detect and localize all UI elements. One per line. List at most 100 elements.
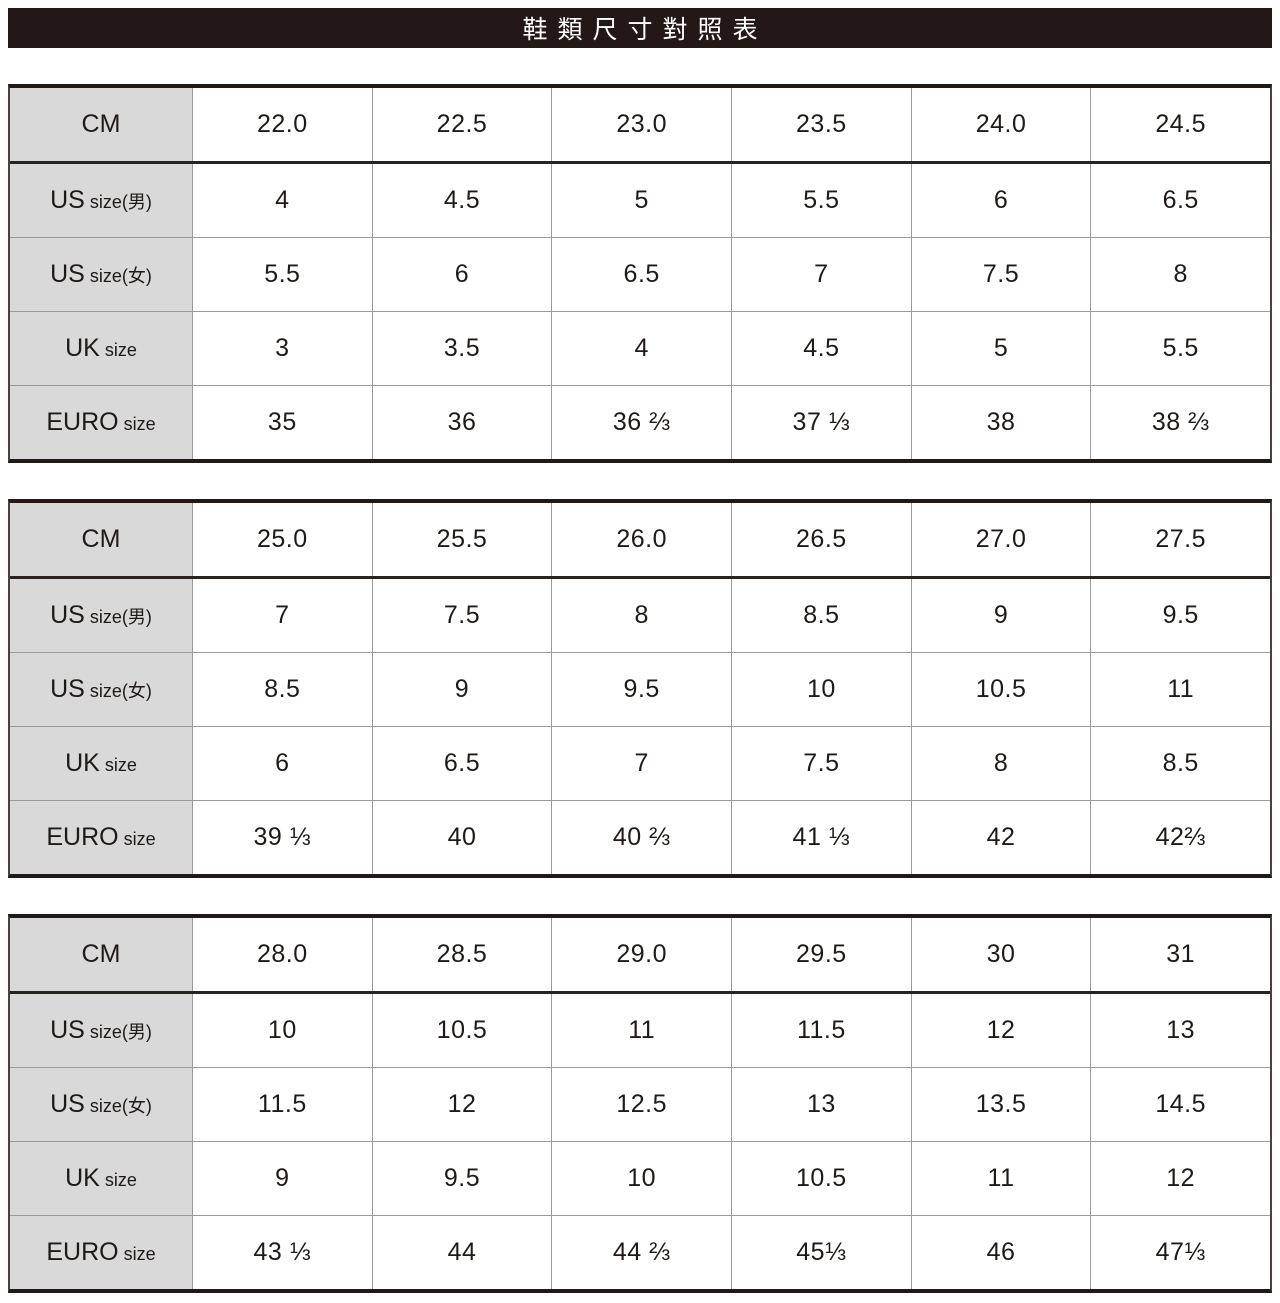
size-cell: 25.0 bbox=[192, 503, 372, 576]
row-label-main: CM bbox=[81, 940, 121, 968]
row-label-sub: size(女) bbox=[89, 681, 152, 701]
row-label: US size(女) bbox=[10, 1068, 192, 1141]
size-cell: 7.5 bbox=[371, 579, 552, 652]
size-cell: 28.0 bbox=[192, 918, 372, 991]
size-cell: 11 bbox=[1090, 653, 1270, 726]
size-cell: 6.5 bbox=[1090, 164, 1270, 237]
size-cell: 41 ⅓ bbox=[731, 801, 911, 874]
table-header-row: CM 22.0 22.5 23.0 23.5 24.0 24.5 bbox=[10, 88, 1270, 161]
size-cell: 4 bbox=[551, 312, 731, 385]
size-cell: 45⅓ bbox=[731, 1216, 911, 1289]
size-cell: 44 ⅔ bbox=[551, 1216, 731, 1289]
row-label: US size(男) bbox=[10, 994, 192, 1067]
size-cell: 23.5 bbox=[731, 88, 911, 161]
size-cell: 9.5 bbox=[551, 653, 731, 726]
size-cell: 5.5 bbox=[1090, 312, 1270, 385]
size-cell: 13 bbox=[1090, 994, 1270, 1067]
size-cell: 10 bbox=[731, 653, 911, 726]
row-label-sub: size bbox=[104, 755, 137, 775]
size-cell: 8.5 bbox=[192, 653, 372, 726]
row-label: US size(女) bbox=[10, 238, 192, 311]
size-cell: 5.5 bbox=[192, 238, 372, 311]
size-cell: 43 ⅓ bbox=[192, 1216, 372, 1289]
size-cell: 9.5 bbox=[371, 1142, 552, 1215]
size-cell: 29.5 bbox=[731, 918, 911, 991]
row-label: US size(男) bbox=[10, 579, 192, 652]
size-cell: 11.5 bbox=[731, 994, 911, 1067]
row-label: US size(男) bbox=[10, 164, 192, 237]
row-label-sub: size(男) bbox=[89, 192, 152, 212]
size-cell: 6 bbox=[371, 238, 552, 311]
row-label: UK size bbox=[10, 727, 192, 800]
size-cell: 47⅓ bbox=[1090, 1216, 1270, 1289]
size-cell: 39 ⅓ bbox=[192, 801, 372, 874]
row-label-text: US size(男) bbox=[50, 186, 152, 215]
row-label-text: US size(女) bbox=[50, 675, 152, 704]
title-bar: 鞋類尺寸對照表 bbox=[8, 8, 1272, 48]
size-cell: 5 bbox=[551, 164, 731, 237]
row-label-text: UK size bbox=[65, 749, 137, 778]
row-label-text: US size(男) bbox=[50, 1016, 152, 1045]
size-cell: 11 bbox=[551, 994, 731, 1067]
row-label-text: US size(男) bbox=[50, 601, 152, 630]
row-label-text: EURO size bbox=[46, 823, 155, 852]
size-cell: 6 bbox=[910, 164, 1091, 237]
row-label-sub: size bbox=[123, 414, 156, 434]
size-cell: 13 bbox=[731, 1068, 911, 1141]
size-cell: 36 ⅔ bbox=[551, 386, 731, 459]
size-cell: 9 bbox=[192, 1142, 372, 1215]
row-label-main: UK bbox=[65, 749, 100, 777]
size-cell: 40 bbox=[371, 801, 552, 874]
table-row: US size(女) 8.5 9 9.5 10 10.5 11 bbox=[10, 652, 1270, 726]
row-label-text: EURO size bbox=[46, 1238, 155, 1267]
size-cell: 10.5 bbox=[910, 653, 1091, 726]
size-cell: 27.5 bbox=[1090, 503, 1270, 576]
row-label-sub: size(男) bbox=[89, 607, 152, 627]
row-label-sub: size(男) bbox=[89, 1022, 152, 1042]
size-cell: 42 bbox=[910, 801, 1091, 874]
size-cell: 5 bbox=[910, 312, 1091, 385]
table-row: US size(女) 5.5 6 6.5 7 7.5 8 bbox=[10, 237, 1270, 311]
row-label-main: CM bbox=[81, 110, 121, 138]
size-cell: 6 bbox=[192, 727, 372, 800]
table-row: UK size 6 6.5 7 7.5 8 8.5 bbox=[10, 726, 1270, 800]
size-cell: 9.5 bbox=[1090, 579, 1270, 652]
row-label-text: CM bbox=[82, 525, 121, 554]
row-label-sub: size(女) bbox=[89, 266, 152, 286]
size-cell: 31 bbox=[1090, 918, 1270, 991]
row-label-sub: size(女) bbox=[89, 1096, 152, 1116]
size-cell: 7 bbox=[551, 727, 731, 800]
row-label: EURO size bbox=[10, 801, 192, 874]
row-label-main: UK bbox=[65, 1164, 100, 1192]
size-cell: 7 bbox=[192, 579, 372, 652]
size-cell: 37 ⅓ bbox=[731, 386, 911, 459]
size-cell: 4 bbox=[192, 164, 372, 237]
table-header-row: CM 28.0 28.5 29.0 29.5 30 31 bbox=[10, 918, 1270, 991]
size-cell: 38 bbox=[910, 386, 1091, 459]
size-cell: 30 bbox=[910, 918, 1091, 991]
size-cell: 46 bbox=[910, 1216, 1091, 1289]
row-label-main: US bbox=[50, 675, 85, 703]
page-title: 鞋類尺寸對照表 bbox=[522, 16, 768, 44]
size-cell: 44 bbox=[371, 1216, 552, 1289]
row-label-sub: size bbox=[104, 1170, 137, 1190]
row-label-text: US size(女) bbox=[50, 1090, 152, 1119]
table-row: EURO size 39 ⅓ 40 40 ⅔ 41 ⅓ 42 42⅔ bbox=[10, 800, 1270, 874]
size-cell: 36 bbox=[371, 386, 552, 459]
row-label-main: US bbox=[50, 1016, 85, 1044]
row-label: US size(女) bbox=[10, 653, 192, 726]
size-cell: 24.5 bbox=[1090, 88, 1270, 161]
size-cell: 12 bbox=[371, 1068, 552, 1141]
size-table-medium: CM 25.0 25.5 26.0 26.5 27.0 27.5 US size(男) 7 7.5 8… bbox=[8, 499, 1272, 878]
size-cell: 35 bbox=[192, 386, 372, 459]
size-cell: 26.0 bbox=[551, 503, 731, 576]
size-cell: 8 bbox=[551, 579, 731, 652]
size-cell: 22.0 bbox=[192, 88, 372, 161]
size-cell: 5.5 bbox=[731, 164, 911, 237]
size-cell: 10 bbox=[551, 1142, 731, 1215]
row-label-main: US bbox=[50, 260, 85, 288]
size-cell: 11.5 bbox=[192, 1068, 372, 1141]
row-label-main: EURO bbox=[46, 1238, 119, 1266]
row-label: UK size bbox=[10, 1142, 192, 1215]
row-label-main: UK bbox=[65, 334, 100, 362]
